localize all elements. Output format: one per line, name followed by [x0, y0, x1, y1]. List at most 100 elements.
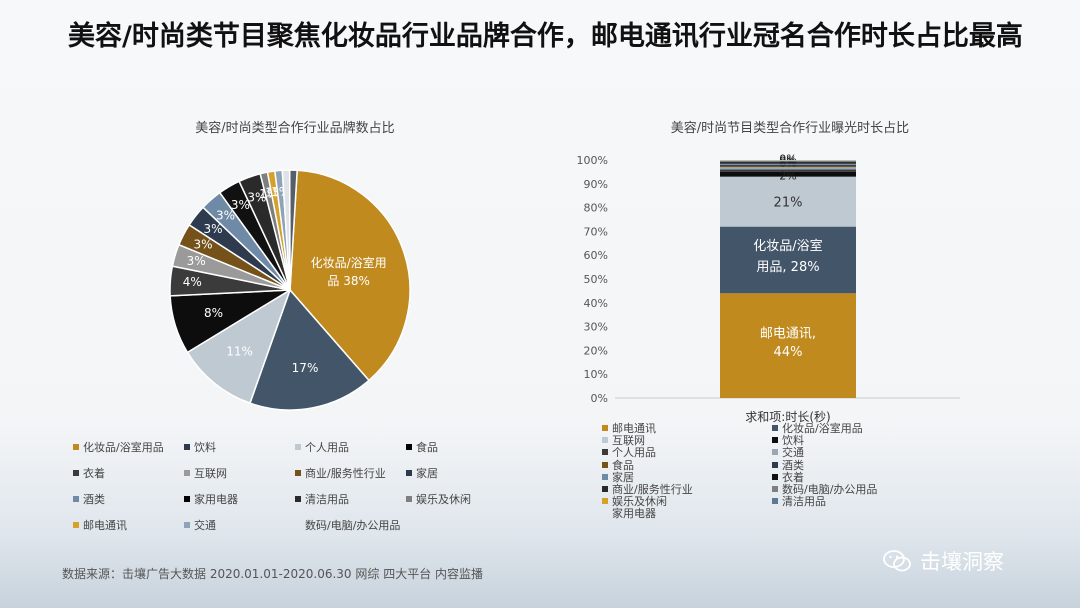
pie-legend: 化妆品/浴室用品 饮料 个人用品 食品衣着 互联网 商业/服务性行业 家居酒类 家用电器 清洁用… — [73, 441, 503, 541]
legend-label: 酒类 — [782, 458, 804, 472]
y-tick-label: 50% — [584, 273, 608, 286]
bar-segment — [720, 164, 856, 166]
wechat-icon — [883, 550, 911, 572]
brand-name: 击壤洞察 — [920, 550, 1004, 574]
bar-segment — [720, 160, 856, 162]
legend-label: 衣着 — [782, 470, 804, 484]
legend-item: 邮电通讯 — [73, 519, 127, 533]
legend-label: 家居 — [416, 467, 438, 480]
legend-item: 饮料 — [772, 435, 804, 447]
bar-segment — [720, 226, 856, 294]
y-tick-label: 40% — [584, 297, 608, 310]
y-tick-label: 30% — [584, 321, 608, 334]
bar-data-label: 化妆品/浴室用品, 28% — [753, 238, 822, 275]
legend-swatch — [772, 473, 778, 480]
legend-item: 互联网 — [184, 467, 227, 481]
data-source-note: 数据来源：击壤广告大数据 2020.01.01-2020.06.30 网综 四大… — [62, 567, 484, 581]
pie-data-label: 3% — [231, 198, 250, 212]
y-tick-label: 100% — [577, 154, 608, 167]
y-tick-label: 20% — [584, 344, 608, 357]
legend-swatch — [602, 498, 608, 505]
legend-label: 商业/服务性行业 — [612, 483, 693, 496]
legend-item: 化妆品/浴室用品 — [73, 441, 164, 455]
bar-segment — [720, 171, 856, 177]
legend-item: 酒类 — [73, 493, 105, 507]
legend-swatch — [772, 498, 778, 505]
legend-swatch — [184, 470, 190, 476]
bar-segment — [720, 167, 856, 170]
legend-label: 家用电器 — [194, 493, 238, 506]
bar-segment — [720, 165, 856, 168]
legend-label: 邮电通讯 — [83, 519, 127, 532]
legend-swatch — [406, 444, 412, 450]
legend-label: 饮料 — [194, 441, 216, 454]
legend-label: 食品 — [612, 458, 634, 472]
pie-data-label: 3% — [194, 237, 213, 251]
y-tick-label: 80% — [584, 202, 608, 215]
bar-data-label: 邮电通讯, 44% — [760, 327, 816, 360]
legend-item: 互联网 — [602, 435, 645, 447]
legend-swatch — [295, 444, 301, 450]
pie-data-label: 8% — [204, 306, 223, 320]
legend-swatch — [73, 522, 79, 528]
bar-segment — [720, 169, 856, 172]
pie-data-label: 3% — [216, 209, 235, 223]
legend-swatch — [406, 496, 412, 502]
legend-swatch — [772, 425, 778, 431]
legend-swatch — [184, 444, 190, 450]
legend-item: 家用电器 — [184, 493, 238, 507]
legend-swatch — [602, 510, 608, 516]
legend-label: 衣着 — [83, 467, 105, 480]
pie-chart-title: 美容/时尚类型合作行业品牌数占比 — [195, 121, 395, 136]
bar-data-label: 2% — [779, 169, 796, 182]
legend-item: 娱乐及休闲 — [406, 493, 471, 507]
pie-slice — [289, 169, 411, 382]
legend-swatch — [295, 522, 301, 528]
legend-swatch — [602, 449, 608, 456]
legend-swatch — [602, 461, 608, 468]
y-tick-label: 10% — [584, 368, 608, 381]
legend-item: 食品 — [406, 441, 438, 455]
legend-label: 化妆品/浴室用品 — [83, 441, 164, 454]
legend-item: 食品 — [602, 458, 634, 472]
legend-swatch — [772, 437, 778, 444]
legend-label: 个人用品 — [305, 441, 349, 454]
legend-label: 清洁用品 — [305, 493, 349, 506]
legend-label: 饮料 — [782, 434, 804, 448]
legend-item: 商业/服务性行业 — [295, 467, 386, 481]
legend-label: 互联网 — [612, 434, 645, 448]
legend-label: 邮电通讯 — [612, 422, 656, 435]
legend-item: 清洁用品 — [295, 493, 349, 507]
pie-slice — [288, 169, 298, 291]
legend-swatch — [772, 486, 778, 492]
bar-chart-title: 美容/时尚节目类型合作行业曝光时长占比 — [670, 121, 910, 136]
legend-swatch — [184, 496, 190, 502]
legend-swatch — [295, 496, 301, 502]
legend-swatch — [73, 496, 79, 502]
legend-item: 清洁用品 — [772, 496, 826, 508]
legend-label: 娱乐及休闲 — [612, 495, 667, 509]
legend-item: 家居 — [602, 471, 634, 484]
legend-swatch — [772, 461, 778, 468]
legend-label: 食品 — [416, 441, 438, 454]
legend-item: 家居 — [406, 467, 438, 481]
x-axis-label: 求和项:时长(秒) — [745, 410, 830, 424]
legend-item: 家用电器 — [602, 508, 656, 520]
legend-swatch — [602, 437, 608, 444]
legend-item: 个人用品 — [602, 447, 656, 459]
legend-swatch — [73, 444, 79, 450]
bar-segment — [720, 163, 856, 165]
legend-label: 家用电器 — [612, 507, 656, 521]
legend-item: 交通 — [184, 519, 216, 533]
legend-swatch — [772, 449, 778, 456]
pie-data-label: 3% — [247, 190, 266, 204]
legend-item: 饮料 — [184, 441, 216, 455]
bar-segment — [720, 161, 856, 163]
legend-item: 衣着 — [73, 467, 105, 481]
bar-segment — [720, 160, 856, 161]
legend-label: 交通 — [782, 446, 804, 460]
y-tick-label: 60% — [584, 249, 608, 262]
legend-label: 数码/电脑/办公用品 — [305, 519, 401, 532]
legend-item: 娱乐及休闲 — [602, 496, 667, 508]
brand-logo: 击壤洞察 — [882, 546, 1004, 576]
